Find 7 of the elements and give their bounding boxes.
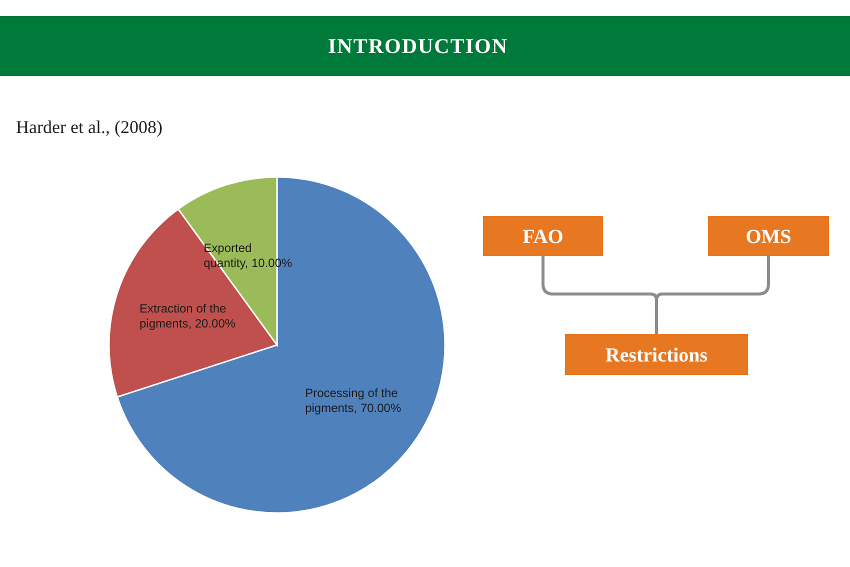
text: Restrictions: [605, 344, 708, 366]
chart-title: INTRODUCTION: [328, 34, 508, 58]
slice-label: Extraction of the pigments, 20.00%: [139, 301, 236, 330]
chart-subtitle: Harder et al., (2008): [16, 117, 162, 137]
text: OMS: [746, 226, 792, 248]
slice-label: Processing of the pigments, 70.00%: [305, 386, 402, 415]
text: FAO: [522, 226, 564, 248]
